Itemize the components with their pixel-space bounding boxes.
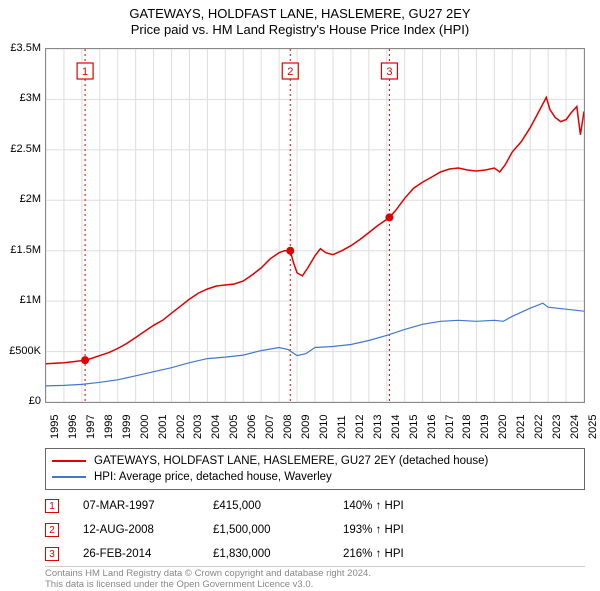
legend-label: HPI: Average price, detached house, Wave… bbox=[94, 471, 332, 483]
x-tick-label: 2001 bbox=[157, 415, 169, 439]
x-tick-label: 2005 bbox=[228, 415, 240, 439]
event-date: 26-FEB-2014 bbox=[83, 548, 213, 560]
x-tick-label: 2016 bbox=[426, 415, 438, 439]
x-tick-label: 2014 bbox=[390, 415, 402, 439]
legend-swatch bbox=[52, 476, 86, 478]
x-tick-label: 1997 bbox=[85, 415, 97, 439]
legend-label: GATEWAYS, HOLDFAST LANE, HASLEMERE, GU27… bbox=[94, 455, 488, 467]
event-hpi-pct: 140% ↑ HPI bbox=[343, 500, 404, 512]
x-tick-label: 1998 bbox=[103, 415, 115, 439]
x-tick-label: 2007 bbox=[264, 415, 276, 439]
svg-text:2: 2 bbox=[287, 66, 293, 78]
chart-plot-area: 1 2 3 bbox=[45, 48, 585, 403]
sale-event-row: 3 26-FEB-2014£1,830,000216% ↑ HPI bbox=[45, 542, 585, 566]
event-price: £1,500,000 bbox=[213, 524, 343, 536]
x-tick-label: 2022 bbox=[533, 415, 545, 439]
x-tick-label: 2011 bbox=[336, 415, 348, 439]
x-tick-label: 2017 bbox=[444, 415, 456, 439]
event-hpi-pct: 216% ↑ HPI bbox=[343, 548, 404, 560]
x-tick-label: 2004 bbox=[210, 415, 222, 439]
y-tick-label: £2M bbox=[20, 193, 41, 205]
legend-item: GATEWAYS, HOLDFAST LANE, HASLEMERE, GU27… bbox=[52, 453, 578, 469]
legend: GATEWAYS, HOLDFAST LANE, HASLEMERE, GU27… bbox=[45, 448, 585, 490]
x-tick-label: 2021 bbox=[515, 415, 527, 439]
y-axis-labels: £0£500K£1M£1.5M£2M£2.5M£3M£3.5M bbox=[0, 48, 45, 403]
x-axis-labels: 1995 1996 1997 1998 1999 2000 2001 2002 2003 2004… bbox=[45, 405, 585, 445]
svg-text:1: 1 bbox=[82, 66, 88, 78]
x-tick-label: 2002 bbox=[175, 415, 187, 439]
y-tick-label: £1M bbox=[20, 294, 41, 306]
x-tick-label: 2012 bbox=[354, 415, 366, 439]
event-marker: 2 bbox=[45, 523, 59, 537]
y-tick-label: £2.5M bbox=[10, 143, 41, 155]
y-tick-label: £3M bbox=[20, 92, 41, 104]
chart-svg: 1 2 3 bbox=[46, 49, 584, 402]
x-tick-label: 2018 bbox=[461, 415, 473, 439]
event-price: £415,000 bbox=[213, 500, 343, 512]
x-tick-label: 2008 bbox=[282, 415, 294, 439]
event-date: 07-MAR-1997 bbox=[83, 500, 213, 512]
x-tick-label: 2006 bbox=[246, 415, 258, 439]
legend-item: HPI: Average price, detached house, Wave… bbox=[52, 469, 578, 485]
y-tick-label: £500K bbox=[9, 345, 41, 357]
chart-container: GATEWAYS, HOLDFAST LANE, HASLEMERE, GU27… bbox=[0, 0, 600, 590]
title-address: GATEWAYS, HOLDFAST LANE, HASLEMERE, GU27… bbox=[0, 6, 600, 21]
attribution: Contains HM Land Registry data © Crown c… bbox=[45, 566, 585, 591]
x-tick-label: 1996 bbox=[67, 415, 79, 439]
sale-event-row: 1 07-MAR-1997£415,000140% ↑ HPI bbox=[45, 494, 585, 518]
x-tick-label: 2009 bbox=[300, 415, 312, 439]
x-tick-label: 2003 bbox=[192, 415, 204, 439]
x-tick-label: 2023 bbox=[551, 415, 563, 439]
x-tick-label: 1999 bbox=[121, 415, 133, 439]
event-marker: 3 bbox=[45, 547, 59, 561]
sale-events-table: 1 07-MAR-1997£415,000140% ↑ HPI 2 12-AUG-20… bbox=[45, 494, 585, 566]
x-tick-label: 2013 bbox=[372, 415, 384, 439]
title-block: GATEWAYS, HOLDFAST LANE, HASLEMERE, GU27… bbox=[0, 0, 600, 37]
x-tick-label: 2000 bbox=[139, 415, 151, 439]
x-tick-label: 2024 bbox=[569, 415, 581, 439]
sale-event-row: 2 12-AUG-2008£1,500,000193% ↑ HPI bbox=[45, 518, 585, 542]
legend-swatch bbox=[52, 460, 86, 462]
x-tick-label: 2010 bbox=[318, 415, 330, 439]
x-tick-label: 2025 bbox=[587, 415, 599, 439]
attribution-line2: This data is licensed under the Open Gov… bbox=[45, 580, 585, 591]
event-marker: 1 bbox=[45, 499, 59, 513]
event-price: £1,830,000 bbox=[213, 548, 343, 560]
x-tick-label: 2015 bbox=[408, 415, 420, 439]
x-tick-label: 2020 bbox=[497, 415, 509, 439]
x-tick-label: 1995 bbox=[49, 415, 61, 439]
y-tick-label: £1.5M bbox=[10, 244, 41, 256]
event-date: 12-AUG-2008 bbox=[83, 524, 213, 536]
svg-text:3: 3 bbox=[386, 66, 392, 78]
y-tick-label: £3.5M bbox=[10, 42, 41, 54]
x-tick-label: 2019 bbox=[479, 415, 491, 439]
title-subtitle: Price paid vs. HM Land Registry's House … bbox=[0, 22, 600, 37]
y-tick-label: £0 bbox=[29, 395, 41, 407]
event-hpi-pct: 193% ↑ HPI bbox=[343, 524, 404, 536]
